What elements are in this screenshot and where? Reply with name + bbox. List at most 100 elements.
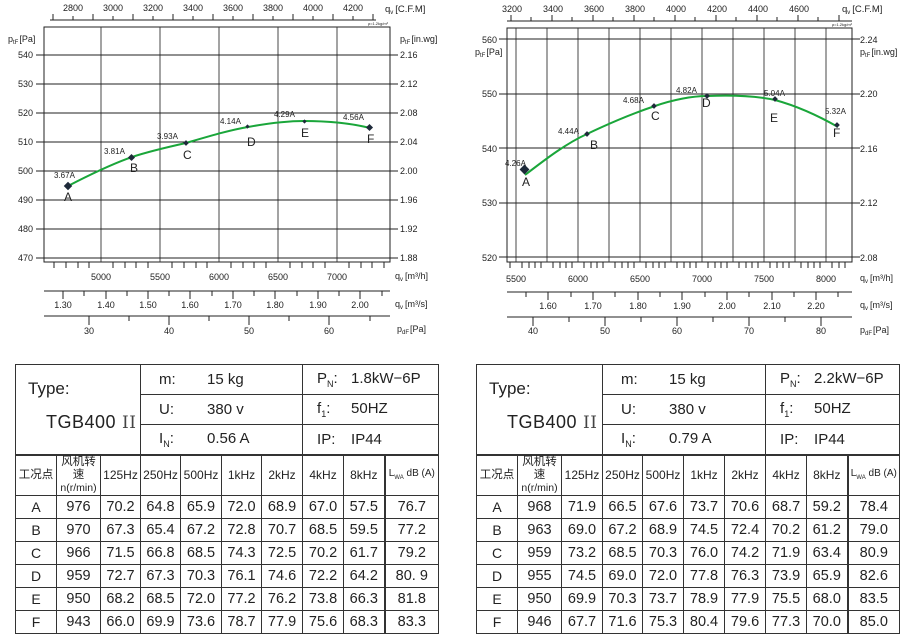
ip-cell: IP: IP44: [302, 424, 440, 456]
voltage-cell: U: 380 v: [140, 394, 304, 425]
table-header-row: 工况点 风机转速 n(r/min) 125Hz 250Hz 500Hz 1kHz …: [476, 454, 901, 496]
y-tick: 530: [482, 198, 497, 208]
current-label-d: 4.14A: [220, 117, 242, 126]
current-label-b: 4.44A: [558, 127, 580, 136]
cfm-tick: 3600: [223, 3, 243, 13]
cfm-tick: 3200: [502, 4, 522, 14]
point-marker-a: [519, 164, 530, 175]
header-8khz: 8kHz: [806, 454, 849, 496]
spec-table-left: Type: TGB400 II m: 15 kg PN: 1.8kW−6P U: 380…: [14, 364, 440, 634]
table-row: C 959 73.2 68.5 70.3 76.0 74.2 71.9 63.4 80.9: [476, 541, 901, 565]
density-note: ρ=1.2kg/m³: [832, 22, 853, 27]
cfm-tick: 3400: [543, 4, 563, 14]
current-label-e: 4.29A: [274, 110, 296, 119]
cfm-tick: 4200: [707, 4, 727, 14]
noise-rows-right: A 968 71.9 66.5 67.6 73.7 70.6 68.7 59.2 78.4 B 96…: [476, 495, 901, 634]
header-250hz: 250Hz: [602, 454, 644, 496]
y-tick: 530: [18, 79, 33, 89]
y-left-axis-label: ptF[Pa]: [475, 47, 502, 59]
m3s-tick: 1.40: [97, 300, 115, 310]
pdf-axis-label: pdF[Pa]: [397, 324, 426, 336]
performance-curve: [67, 119, 371, 187]
m3h-tick: 6500: [268, 272, 288, 282]
m3s-tick: 1.90: [309, 300, 327, 310]
m3s-tick: 1.80: [266, 300, 284, 310]
model-name: TGB400 II: [46, 412, 137, 433]
table-row: D 959 72.7 67.3 70.3 76.1 74.6 72.2 64.2 80. 9: [15, 564, 440, 588]
y-right-tick: 2.20: [860, 89, 878, 99]
cfm-tick: 4000: [666, 4, 686, 14]
point-name-d: D: [247, 135, 256, 149]
cfm-axis-label: qv [C.F.M]: [385, 4, 425, 16]
y-right-tick: 2.04: [400, 137, 418, 147]
m3s-tick: 1.90: [673, 301, 691, 311]
m3h-tick: 8000: [816, 274, 836, 284]
m3s-axis-label: qv [m³/s]: [860, 300, 893, 312]
cfm-tick: 3800: [263, 3, 283, 13]
noise-rows-left: A 976 70.2 64.8 65.9 72.0 68.9 67.0 57.5 76.7 B 97…: [15, 495, 440, 634]
y-tick: 520: [482, 253, 497, 263]
y-right-tick: 2.24: [860, 35, 878, 45]
point-marker-a: [63, 181, 73, 191]
pdf-tick: 40: [164, 326, 174, 336]
m3h-tick: 7000: [327, 272, 347, 282]
header-4khz: 4kHz: [765, 454, 808, 496]
point-name-b: B: [130, 161, 138, 175]
m3s-tick: 1.60: [539, 301, 557, 311]
table-row: A 968 71.9 66.5 67.6 73.7 70.6 68.7 59.2 78.4: [476, 495, 901, 519]
header-lwa: LWA dB (A): [383, 454, 440, 496]
table-row: B 963 69.0 67.2 68.9 74.5 72.4 70.2 61.2 79.0: [476, 518, 901, 542]
horizontal-gridlines: [36, 54, 398, 259]
header-4khz: 4kHz: [302, 454, 345, 496]
m3h-tick: 6500: [630, 274, 650, 284]
m3s-tick: 2.00: [718, 301, 736, 311]
mass-cell: m: 15 kg: [602, 364, 767, 395]
cfm-axis-label: qv [C.F.M]: [842, 4, 882, 16]
current-label-c: 4.68A: [623, 96, 645, 105]
header-point: 工况点: [476, 454, 518, 496]
table-row: E 950 69.9 70.3 73.7 78.9 77.9 75.5 68.0 83.5: [476, 587, 901, 611]
y-tick: 490: [18, 195, 33, 205]
m3s-tick: 1.70: [584, 301, 602, 311]
frequency-cell: f1: 50HZ: [765, 394, 901, 425]
header-speed: 风机转速 n(r/min): [517, 454, 562, 496]
pdf-tick: 60: [324, 326, 334, 336]
table-row: E 950 68.2 68.5 72.0 77.2 76.2 73.8 66.3 81.8: [15, 587, 440, 611]
frequency-cell: f1: 50HZ: [302, 394, 440, 425]
y-right-tick: 2.12: [400, 79, 418, 89]
table-header-row: 工况点 风机转速 n(r/min) 125Hz 250Hz 500Hz 1kHz …: [15, 454, 440, 496]
m3h-ticks: [53, 262, 385, 268]
table-row: F 943 66.0 69.9 73.6 78.7 77.9 75.6 68.3 83.3: [15, 610, 440, 634]
y-right-tick: 1.88: [400, 253, 418, 263]
table-row: F 946 67.7 71.6 75.3 80.4 79.6 77.3 70.0 85.0: [476, 610, 901, 634]
rated-current-cell: IN: 0.79 A: [602, 424, 767, 456]
point-name-f: F: [367, 132, 374, 146]
point-name-e: E: [770, 111, 778, 125]
rated-current-cell: IN: 0.56 A: [140, 424, 304, 456]
y-tick: 470: [18, 253, 33, 263]
y-tick: 500: [18, 166, 33, 176]
performance-chart-left: 2800 3000 3200 3400 3600 3800 4000 4200 …: [8, 3, 437, 336]
operating-points: [63, 119, 374, 191]
pdf-axis-label: pdF[Pa]: [860, 325, 889, 337]
mass-cell: m: 15 kg: [140, 364, 304, 395]
current-label-c: 3.93A: [157, 132, 179, 141]
y-right-axis-label: ptF[in.wg]: [860, 47, 897, 59]
header-500hz: 500Hz: [180, 454, 223, 496]
y-tick: 560: [482, 35, 497, 45]
point-name-c: C: [651, 109, 660, 123]
current-label-d: 4.82A: [676, 86, 698, 95]
header-250hz: 250Hz: [140, 454, 182, 496]
current-label-f: 5.32A: [825, 107, 847, 116]
header-2khz: 2kHz: [724, 454, 767, 496]
pdf-tick: 60: [672, 326, 682, 336]
header-125hz: 125Hz: [560, 454, 604, 496]
cfm-tick: 3800: [625, 4, 645, 14]
point-marker-e: [772, 96, 778, 102]
table-row: C 966 71.5 66.8 68.5 74.3 72.5 70.2 61.7 79.2: [15, 541, 440, 565]
current-label-e: 5.04A: [764, 89, 786, 98]
header-125hz: 125Hz: [99, 454, 142, 496]
top-cfm-axis: [50, 14, 376, 21]
point-marker-f: [834, 122, 840, 128]
point-marker-c: [651, 103, 657, 109]
